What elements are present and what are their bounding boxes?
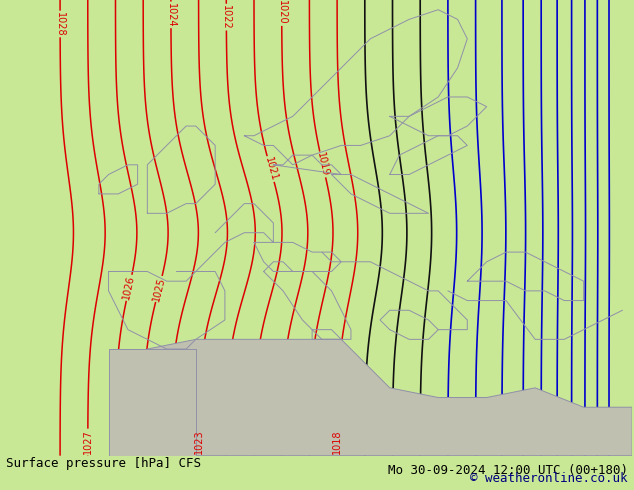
Text: © weatheronline.co.uk: © weatheronline.co.uk	[470, 472, 628, 485]
Text: 1027: 1027	[83, 430, 93, 454]
Polygon shape	[147, 340, 632, 456]
Text: 1018: 1018	[332, 430, 342, 454]
Text: 1024: 1024	[166, 2, 176, 27]
Polygon shape	[108, 349, 196, 456]
Text: 1019: 1019	[315, 151, 330, 177]
Text: 1020: 1020	[276, 0, 287, 25]
Text: 1022: 1022	[221, 5, 231, 29]
Text: 1023: 1023	[193, 430, 204, 454]
Text: 1021: 1021	[262, 156, 279, 182]
Text: 1025: 1025	[151, 276, 167, 302]
Text: Mo 30-09-2024 12:00 UTC (00+180): Mo 30-09-2024 12:00 UTC (00+180)	[387, 464, 628, 477]
Text: 1026: 1026	[122, 275, 136, 301]
Text: 1028: 1028	[55, 12, 65, 36]
Text: Surface pressure [hPa] CFS: Surface pressure [hPa] CFS	[6, 457, 202, 469]
